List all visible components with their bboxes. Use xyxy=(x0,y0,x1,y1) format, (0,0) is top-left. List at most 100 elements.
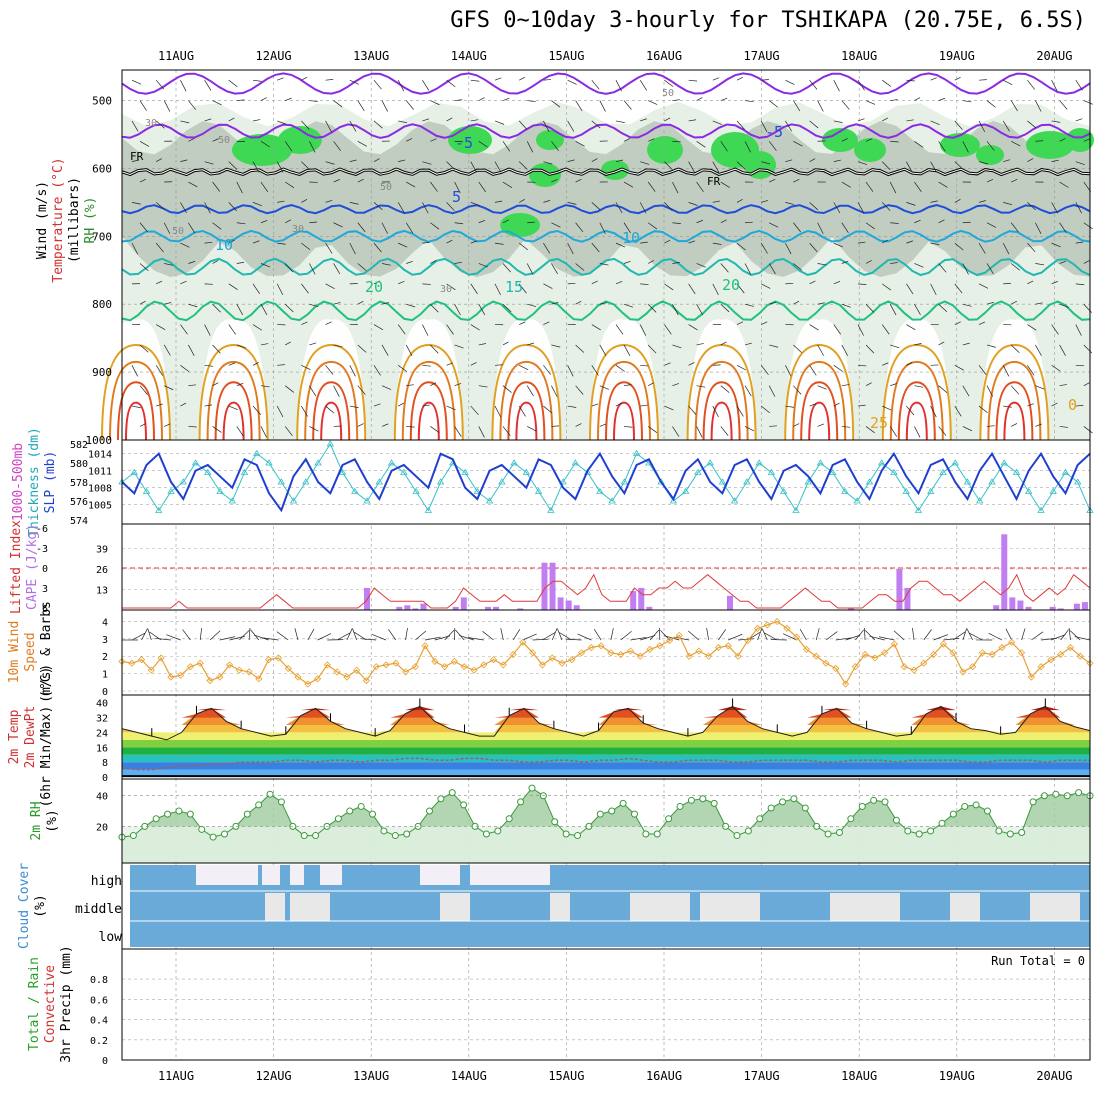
upper-barb-17-3 xyxy=(212,426,222,433)
upper-ytick-600: 600 xyxy=(92,162,112,175)
date-bottom-17AUG: 17AUG xyxy=(744,1069,780,1083)
upper-barb-8-30 xyxy=(857,241,866,244)
surface-barb-19 xyxy=(307,628,315,641)
upper-barb-14-35 xyxy=(978,365,987,375)
cape-bar-65 xyxy=(646,606,653,610)
temp-warm-layer-2 xyxy=(122,706,1090,718)
rh2m-point-3 xyxy=(152,815,160,823)
upper-barb-8-20 xyxy=(615,242,626,248)
rh-high-blob-11 xyxy=(940,133,980,157)
surface-barb-69 xyxy=(782,633,797,641)
upper-barb-11-17 xyxy=(551,302,559,305)
panel-label-upper-1: Temperature (°C) xyxy=(51,157,66,282)
thickness-point-7 xyxy=(204,468,212,475)
upper-barb-10-10 xyxy=(373,280,380,285)
upper-barb-8-22 xyxy=(664,239,671,244)
upper-barb-15-11 xyxy=(406,384,414,387)
wind-speed-point-65 xyxy=(753,624,762,632)
upper-barb-8-2 xyxy=(180,242,190,248)
upper-barb-4-5 xyxy=(252,161,260,173)
thickness-point-37 xyxy=(571,459,580,466)
wind-speed-point-76 xyxy=(861,650,869,659)
upper-barb-7-37 xyxy=(1035,222,1042,234)
upper-barb-0-30 xyxy=(857,79,865,91)
rh2m-point-49 xyxy=(676,802,684,810)
upper-barb-3-14 xyxy=(478,140,488,148)
upper-barb-14-39 xyxy=(1075,364,1085,367)
upper-barb-1-34 xyxy=(962,100,972,103)
upper-barb-5-29 xyxy=(841,181,851,188)
upper-barb-0-13 xyxy=(446,79,456,88)
thickness-point-62 xyxy=(877,459,886,466)
upper-barb-4-28 xyxy=(809,158,816,162)
upper-barb-0-22 xyxy=(664,79,674,87)
upper-barb-13-13 xyxy=(454,344,464,349)
upper-barb-14-3 xyxy=(204,364,214,367)
upper-barb-15-5 xyxy=(260,385,270,388)
wind-speed-point-92 xyxy=(1017,649,1026,657)
upper-barb-2-20 xyxy=(615,120,625,123)
rh2m-point-16 xyxy=(300,832,308,840)
upper-barb-12-7 xyxy=(301,321,308,325)
rh2m-point-54 xyxy=(733,832,741,840)
wind-speed-point-48 xyxy=(587,643,595,652)
wind-speed-point-2 xyxy=(137,656,146,664)
upper-barb-11-38 xyxy=(1059,303,1069,308)
upper-barb-3-16 xyxy=(526,141,534,153)
upper-barb-5-13 xyxy=(454,181,461,194)
thickness-point-34 xyxy=(534,487,543,494)
upper-barb-13-18 xyxy=(575,344,585,353)
surface-barb-53 xyxy=(640,635,656,641)
surface-barb-42 xyxy=(532,638,549,641)
thickness-point-67 xyxy=(939,468,947,475)
upper-barb-4-14 xyxy=(470,161,478,173)
surface-barb-38 xyxy=(482,631,494,641)
wind-speed-point-40 xyxy=(509,650,517,659)
rh2m-point-72 xyxy=(938,819,946,827)
thickness-point-11 xyxy=(253,449,261,456)
warm-loop-6-1 xyxy=(694,360,749,441)
upper-barb-12-25 xyxy=(736,321,744,325)
thickness-point-66 xyxy=(927,487,935,494)
thickness-point-35 xyxy=(547,506,555,513)
upper-barb-12-4 xyxy=(228,324,236,335)
upper-barb-6-38 xyxy=(1051,202,1058,214)
cloud-high-gap-6 xyxy=(520,865,550,885)
upper-barb-10-32 xyxy=(906,283,914,295)
thickness-point-1 xyxy=(130,468,138,475)
upper-barb-10-8 xyxy=(325,283,335,290)
date-bottom-18AUG: 18AUG xyxy=(841,1069,877,1083)
temp-contour-minus5 xyxy=(121,123,1091,139)
thickness-point-32 xyxy=(510,459,518,466)
cape-bar-111 xyxy=(1017,600,1024,610)
thickness-point-73 xyxy=(1012,468,1021,475)
upper-barb-11-14 xyxy=(478,304,486,316)
upper-barb-9-32 xyxy=(914,263,924,268)
wind-speed-point-80 xyxy=(900,663,908,671)
rh2m-point-6 xyxy=(186,810,194,818)
surface-barb-26 xyxy=(360,638,377,641)
upper-barb-2-1 xyxy=(155,120,165,129)
upper-barb-14-19 xyxy=(591,365,599,376)
cloud-mid-gap-0 xyxy=(265,893,285,921)
surface-barb-22 xyxy=(336,632,351,641)
surface-barb-20 xyxy=(317,633,332,641)
upper-barb-9-26 xyxy=(768,263,776,275)
upper-barb-14-29 xyxy=(833,365,843,372)
rh2m-point-8 xyxy=(209,833,217,841)
rh2m-point-59 xyxy=(790,795,798,803)
upper-barb-14-20 xyxy=(615,365,625,372)
upper-barb-10-12 xyxy=(422,283,431,285)
upper-barb-12-13 xyxy=(446,324,454,335)
upper-barb-10-17 xyxy=(543,283,553,289)
upper-barb-7-31 xyxy=(890,222,899,224)
warm-loop-7-0 xyxy=(784,343,855,441)
upper-barb-15-28 xyxy=(817,385,827,390)
upper-barb-17-1 xyxy=(164,423,171,427)
upper-barb-8-10 xyxy=(373,242,382,253)
upper-barb-8-34 xyxy=(954,242,964,251)
upper-barb-5-9 xyxy=(357,178,364,183)
upper-barb-0-27 xyxy=(785,79,795,85)
upper-barb-6-15 xyxy=(494,200,503,203)
upper-barb-9-38 xyxy=(1059,260,1067,264)
